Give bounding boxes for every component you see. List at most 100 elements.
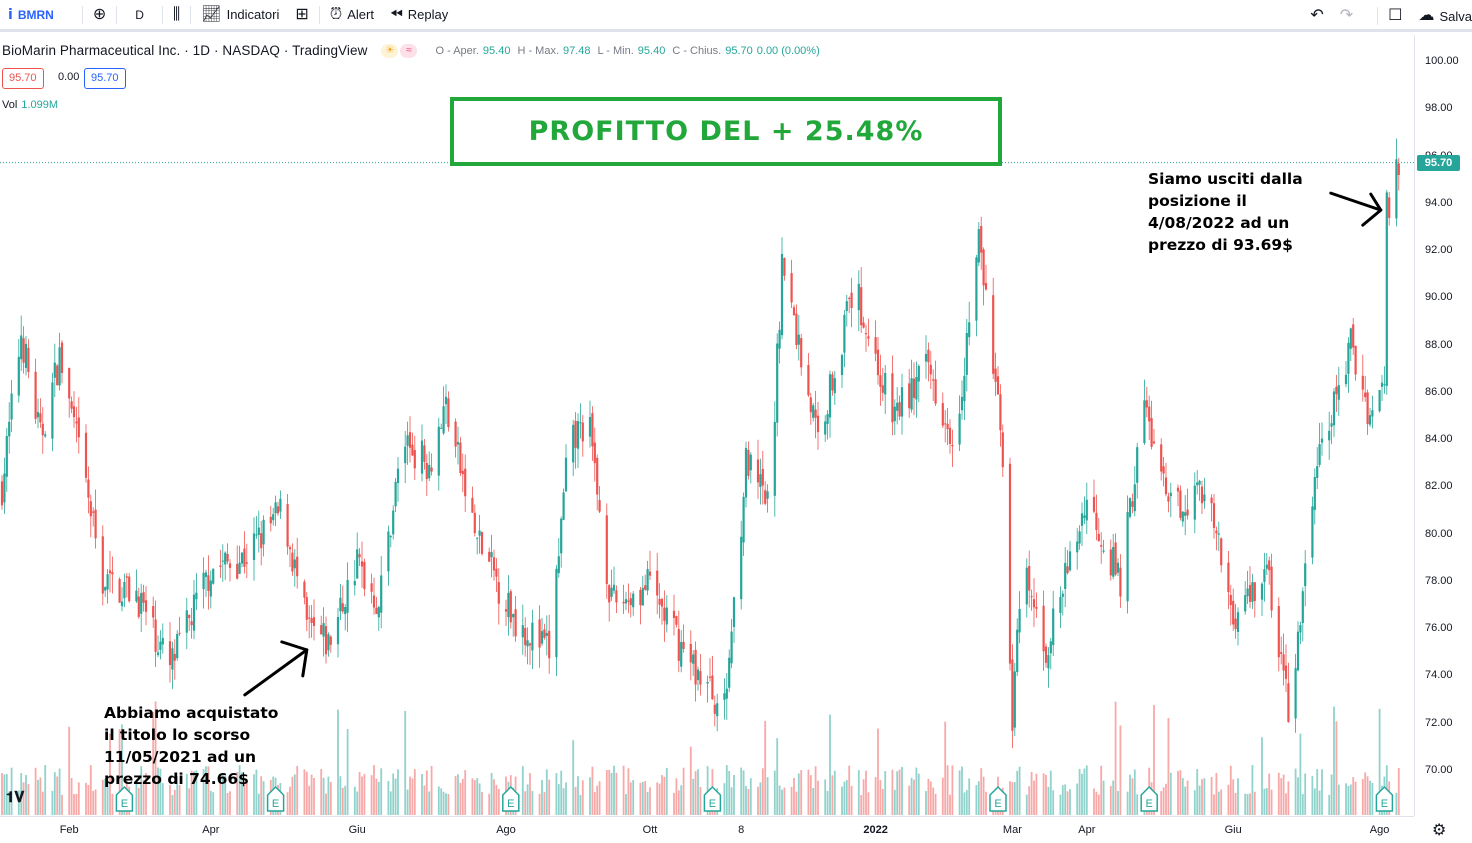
volume-bar — [946, 765, 949, 815]
volume-bar — [135, 782, 138, 815]
candle — [118, 579, 121, 603]
candle — [168, 641, 172, 666]
layouts-button[interactable]: ⊞ — [287, 0, 316, 31]
volume-bar — [1270, 789, 1273, 815]
candle — [929, 364, 932, 375]
toolbar-divider — [190, 5, 192, 24]
alert-button[interactable]: ⏰︎ Alert — [322, 0, 382, 31]
volume-bar — [829, 714, 831, 815]
volume-bar — [20, 773, 23, 815]
profit-text: PROFITTO DEL + 25.48% — [528, 116, 924, 147]
candle — [591, 413, 594, 447]
candle — [915, 377, 918, 400]
candle — [627, 600, 630, 602]
ask-price-box[interactable]: 95.70 — [84, 68, 126, 89]
ohlc-values: O - Aper. 95.40 H - Max. 97.48 L - Min. 95.… — [435, 45, 819, 57]
earnings-marker[interactable]: E — [115, 785, 134, 812]
earnings-marker[interactable]: E — [502, 785, 520, 812]
candle — [910, 378, 913, 410]
volume-bar — [353, 786, 356, 815]
fullscreen-button[interactable]: ☐ — [1380, 0, 1410, 32]
sun-icon[interactable]: ☀ — [381, 43, 399, 58]
volume-bar — [229, 791, 231, 815]
candle — [245, 562, 248, 564]
earnings-marker[interactable]: E — [1140, 785, 1158, 812]
time-axis[interactable]: Feb Apr Giu Ago Ott 8 2022 Mar Apr Giu Ago — [0, 816, 1414, 843]
earnings-badge — [115, 785, 134, 812]
wave-icon[interactable]: ≈ — [400, 43, 418, 58]
buy-arrow — [243, 648, 309, 697]
volume-bar — [5, 774, 8, 815]
redo-icon: ↷ — [1339, 7, 1354, 24]
volume-bar — [1282, 774, 1285, 815]
replay-button[interactable]: ⏪︎ Replay — [382, 0, 456, 31]
candle — [512, 613, 515, 618]
volume-bar — [1349, 784, 1352, 815]
volume-bar — [673, 792, 675, 815]
volume-bar — [425, 770, 428, 815]
volume-bar — [1169, 772, 1172, 815]
volume-bar — [1369, 780, 1371, 815]
candle — [884, 372, 887, 395]
bid-price-box[interactable]: 95.70 — [2, 68, 44, 89]
earnings-marker[interactable]: E — [989, 785, 1007, 812]
price-tick-label: 90.00 — [1425, 291, 1453, 304]
candle — [1263, 569, 1266, 583]
compare-button[interactable]: ⊕ — [85, 0, 114, 31]
candle — [413, 450, 416, 469]
candle — [941, 403, 944, 426]
redo-button[interactable]: ↷ — [1332, 0, 1361, 32]
candle — [562, 492, 565, 520]
candle — [756, 459, 760, 483]
candle — [1119, 567, 1122, 597]
candle — [555, 568, 558, 658]
candle — [1164, 477, 1168, 495]
volume-bar — [1237, 778, 1239, 815]
volume-bar — [1371, 782, 1374, 815]
volume-bar — [776, 738, 779, 815]
candle — [1085, 499, 1088, 521]
volume-bar — [555, 773, 558, 815]
candle — [1383, 384, 1386, 386]
gear-icon[interactable]: ⚙ — [1432, 822, 1447, 839]
earnings-marker[interactable]: E — [266, 785, 285, 812]
volume-bar — [1261, 737, 1263, 815]
toolbar-divider — [81, 5, 83, 24]
volume-bar — [363, 774, 366, 815]
volume-bar — [901, 766, 903, 815]
volume-bar — [925, 791, 927, 815]
undo-button[interactable]: ↶ — [1302, 0, 1331, 32]
save-button[interactable]: ☁︎ Salva — [1410, 0, 1472, 32]
volume-bar — [101, 779, 104, 815]
candle — [1080, 513, 1084, 526]
volume-bar — [41, 791, 44, 815]
volume-bar — [286, 792, 289, 815]
candle — [1018, 608, 1021, 633]
volume-bar — [1201, 779, 1203, 815]
candle — [759, 474, 762, 488]
volume-bar — [1268, 773, 1271, 815]
candle — [1114, 542, 1117, 575]
tradingview-logo-icon[interactable]: 𝟏𝐕 — [6, 789, 25, 806]
candle — [1236, 612, 1240, 632]
earnings-marker[interactable]: E — [1375, 785, 1394, 812]
candle — [1076, 541, 1079, 553]
volume-bar — [94, 789, 97, 815]
candle — [509, 591, 512, 623]
volume-bar — [893, 789, 896, 815]
earnings-marker[interactable]: E — [703, 785, 722, 812]
candle — [22, 338, 25, 363]
volume-bar — [471, 778, 474, 815]
indicators-button[interactable]: 📈︎ Indicatori — [193, 0, 287, 31]
chart-type-button[interactable]: ⫼ — [165, 0, 188, 31]
volume-bar — [1129, 774, 1131, 815]
candle — [303, 581, 306, 598]
price-axis[interactable]: 100.0098.0096.0094.0092.0090.0088.0086.0… — [1414, 35, 1472, 816]
interval-button[interactable]: D — [119, 0, 160, 31]
candle — [1395, 159, 1398, 219]
volume-bar — [1153, 705, 1155, 815]
symbol-search[interactable]: ⅰ BMRN — [0, 0, 62, 31]
candle — [44, 434, 47, 437]
volume-bar — [1167, 718, 1170, 815]
